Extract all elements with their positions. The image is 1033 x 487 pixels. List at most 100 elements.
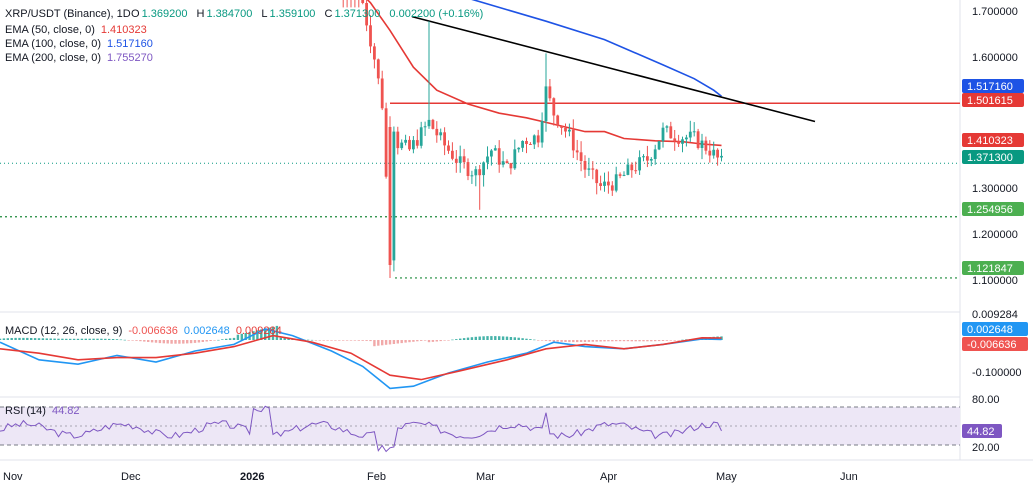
macd-histogram-bar (501, 336, 505, 340)
macd-histogram-bar (72, 338, 76, 340)
macd-histogram-bar (135, 340, 138, 341)
macd-histogram-bar (236, 334, 240, 340)
macd-histogram-bar (665, 340, 669, 341)
candle-body (603, 181, 606, 186)
candle-body (365, 3, 368, 26)
macd-histogram-bar (611, 340, 614, 342)
candle-body (466, 162, 470, 176)
candle-body (532, 135, 536, 145)
macd-histogram-bar (147, 340, 150, 342)
candle-body (408, 139, 411, 150)
macd-histogram-bar (119, 339, 123, 341)
macd-histogram-bar (626, 340, 630, 342)
candle-body (626, 164, 630, 175)
macd-histogram-bar (439, 340, 442, 342)
candle-body (505, 161, 509, 164)
candle-body (517, 147, 521, 150)
svg-text:0.002648: 0.002648 (967, 324, 1013, 336)
macd-histogram-bar (505, 336, 509, 340)
candle-body (490, 150, 493, 157)
svg-text:1.410323: 1.410323 (967, 135, 1013, 147)
macd-histogram-bar (373, 340, 376, 347)
candle-body (646, 156, 649, 161)
macd-histogram-bar (170, 340, 173, 344)
candle-body (677, 141, 680, 144)
macd-histogram-bar (189, 340, 193, 344)
x-tick-label: Jun (840, 471, 858, 483)
macd-histogram-bar (661, 340, 665, 341)
macd-histogram-bar (369, 340, 372, 342)
macd-histogram-bar (498, 336, 501, 340)
macd-histogram-bar (622, 340, 626, 342)
x-tick-label: Feb (367, 471, 386, 483)
macd-histogram-bar (404, 340, 407, 343)
macd-histogram-bar (384, 340, 388, 345)
macd-histogram-bar (517, 337, 520, 340)
x-tick-label: Nov (3, 471, 23, 483)
macd-histogram-bar (587, 340, 591, 342)
macd-histogram-bar (49, 338, 52, 340)
macd-histogram-bar (447, 340, 450, 341)
candle-body (638, 157, 641, 171)
candle-body (630, 164, 634, 171)
macd-histogram-bar (509, 337, 513, 340)
y-tick-label: 1.200000 (972, 229, 1018, 241)
macd-histogram-bar (162, 340, 165, 344)
macd-histogram-bar (416, 340, 419, 342)
candle-body (396, 131, 400, 149)
candle-body (564, 127, 567, 132)
macd-histogram-bar (326, 340, 329, 341)
macd-tag: 0.002648 (962, 322, 1028, 336)
macd-histogram-bar (76, 338, 80, 340)
macd-histogram-bar (123, 339, 126, 341)
macd-histogram-bar (564, 340, 567, 342)
macd-histogram-bar (396, 340, 399, 344)
price-tag-last: 1.371300 (962, 150, 1024, 164)
macd-histogram-bar (478, 336, 481, 340)
macd-histogram-bar (342, 340, 345, 341)
candle-body (400, 142, 404, 149)
macd-histogram-bar (591, 340, 594, 342)
macd-histogram-bar (642, 340, 645, 342)
candle-body (610, 185, 614, 191)
candle-body (642, 156, 645, 158)
candle-body (568, 129, 571, 132)
legend-ohlc: O 1.369200 H 1.384700 L 1.359100 C 1.371300 … (131, 8, 483, 20)
macd-histogram-bar (310, 339, 314, 341)
candle-body (692, 131, 696, 133)
candle-body (622, 174, 626, 176)
macd-histogram-bar (603, 340, 606, 342)
candle-body (404, 139, 407, 143)
macd-histogram-bar (412, 340, 415, 342)
macd-histogram-bar (657, 340, 661, 342)
macd-histogram-bar (443, 340, 446, 341)
macd-histogram-bar (283, 338, 286, 340)
macd-histogram-bar (92, 338, 95, 340)
macd-histogram-bar (111, 339, 115, 340)
macd-histogram-bar (209, 340, 212, 341)
macd-histogram-bar (650, 340, 653, 342)
candle-body (443, 132, 446, 146)
macd-histogram-bar (256, 330, 259, 340)
candle-body (419, 127, 423, 146)
macd-line (0, 328, 722, 390)
macd-histogram-bar (459, 338, 462, 340)
macd-histogram-bar (221, 339, 224, 340)
x-tick-label: Mar (476, 471, 495, 483)
macd-histogram-bar (423, 340, 427, 341)
trendline (411, 15, 816, 123)
y-tick-label: 20.00 (972, 442, 1000, 454)
macd-histogram-bar (217, 339, 220, 341)
candle-body (388, 127, 392, 265)
candle-body (412, 140, 415, 150)
macd-histogram-bar (84, 338, 87, 340)
macd-histogram-bar (392, 340, 396, 344)
candle-body (669, 126, 673, 139)
y-tick-label: 1.100000 (972, 275, 1018, 287)
candle-body (482, 162, 485, 176)
macd-histogram-bar (88, 338, 91, 340)
macd-histogram-bar (388, 340, 392, 345)
candle-body (474, 169, 478, 176)
candle-body (392, 131, 396, 261)
